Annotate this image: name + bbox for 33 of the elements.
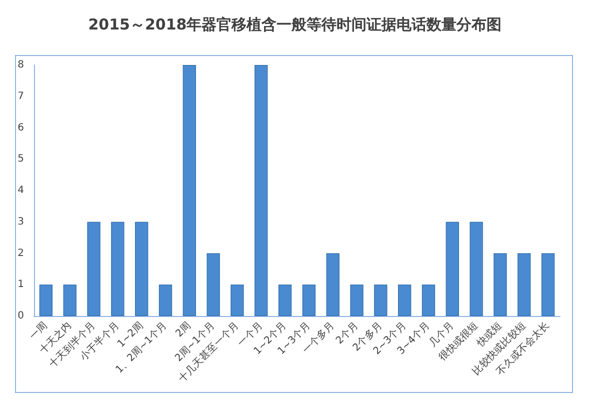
y-tick-label: 5 (18, 154, 24, 165)
y-tick-label: 3 (18, 216, 24, 228)
y-tick-label: 1 (18, 279, 24, 290)
bar (422, 284, 436, 316)
bar (374, 284, 388, 316)
bar (182, 65, 196, 316)
bar (254, 65, 268, 316)
bar (206, 253, 220, 316)
bar (470, 222, 483, 316)
bar (158, 284, 172, 316)
bar (278, 284, 292, 316)
bar (398, 284, 412, 316)
bar (518, 253, 531, 316)
y-tick-label: 0 (18, 310, 24, 322)
bar (494, 253, 507, 316)
bar (541, 253, 555, 316)
chart-title: 2015～2018年器官移植含一般等待时间证据电话数量分布图 (88, 16, 502, 34)
bar (446, 222, 459, 316)
y-tick-label: 6 (18, 122, 24, 134)
bar (111, 222, 124, 316)
bar (135, 222, 148, 316)
bar (63, 284, 76, 316)
bar (230, 284, 244, 316)
y-tick-label: 8 (18, 60, 24, 70)
y-tick-label: 7 (18, 90, 24, 102)
bar (302, 284, 316, 316)
bar (326, 253, 340, 316)
bar (350, 284, 364, 316)
y-tick-label: 2 (18, 248, 24, 259)
y-tick-label: 4 (18, 185, 24, 196)
bar (39, 284, 53, 316)
x-tick-label: 2周 (174, 320, 194, 340)
bar (87, 222, 100, 316)
